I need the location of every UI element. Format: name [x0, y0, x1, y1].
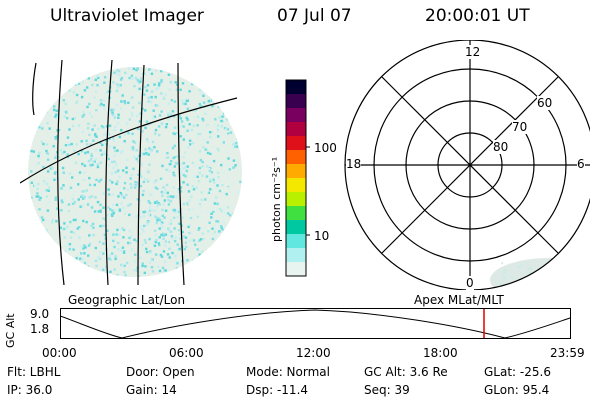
mlat-label-70: 70 [512, 120, 528, 134]
altitude-axis-label: GC Alt [4, 313, 17, 348]
info-glon: GLon: 95.4 [484, 383, 550, 397]
info-ip: IP: 36.0 [7, 383, 53, 397]
geographic-image-panel[interactable] [20, 55, 250, 285]
mlt-label-6: 6 [577, 157, 585, 171]
info-gc-alt: GC Alt: 3.6 Re [364, 365, 448, 379]
time-tick-0600: 06:00 [169, 346, 204, 360]
mlat-label-60: 60 [537, 96, 553, 110]
latitude-line [20, 97, 238, 184]
info-seq: Seq: 39 [364, 383, 410, 397]
polar-mlat-mlt-plot[interactable] [340, 40, 590, 290]
info-door: Door: Open [126, 365, 195, 379]
altitude-curve [60, 309, 571, 339]
mlt-label-0: 0 [466, 276, 474, 290]
date-label: 07 Jul 07 [277, 6, 352, 26]
altitude-tick-1-8: 1.8 [30, 322, 50, 336]
altitude-tick-9: 9.0 [30, 307, 50, 321]
longitude-line [137, 64, 145, 285]
longitude-line [32, 62, 37, 116]
instrument-title: Ultraviolet Imager [50, 6, 204, 26]
apex-panel-label: Apex MLat/MLT [414, 293, 504, 307]
mlt-label-12: 12 [465, 45, 481, 59]
info-filter: Flt: LBHL [7, 365, 61, 379]
altitude-timeline-plot[interactable] [60, 308, 572, 340]
info-mode: Mode: Normal [246, 365, 330, 379]
time-tick-2359: 23:59 [550, 346, 585, 360]
colorbar-unit-label: photon cm⁻²s⁻¹ [270, 156, 283, 242]
colorbar-tick-10: 10 [314, 229, 330, 243]
time-tick-1200: 12:00 [296, 346, 331, 360]
longitude-line [177, 62, 185, 285]
info-glat: GLat: -25.6 [484, 365, 551, 379]
geographic-panel-label: Geographic Lat/Lon [68, 293, 186, 307]
time-tick-1800: 18:00 [423, 346, 458, 360]
colorbar-tick-100: 100 [314, 141, 337, 155]
time-tick-0000: 00:00 [42, 346, 77, 360]
color-scale-bar [285, 79, 310, 277]
time-label: 20:00:01 UT [425, 6, 530, 26]
info-dsp: Dsp: -11.4 [246, 383, 309, 397]
mlt-label-18: 18 [346, 157, 362, 171]
mlat-label-80: 80 [493, 140, 509, 154]
longitude-line [57, 59, 65, 285]
longitude-line [105, 59, 113, 285]
info-gain: Gain: 14 [126, 383, 177, 397]
